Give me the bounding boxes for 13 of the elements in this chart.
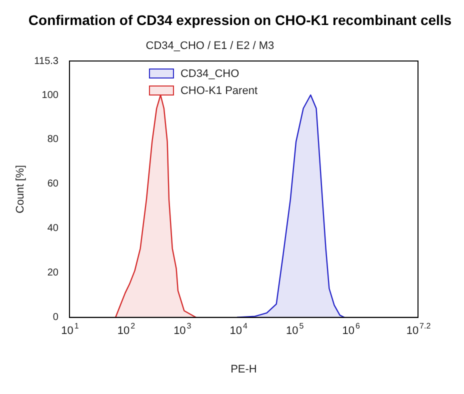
chart-title: Confirmation of CD34 expression on CHO-K1 recombinant cells (27, 11, 453, 28)
y-tick-label: 0 (52, 312, 59, 324)
y-tick-label: 100 (42, 90, 59, 101)
y-tick-label: 60 (47, 178, 59, 190)
legend-label: CHO-K1 Parent (180, 85, 258, 98)
y-tick-label: 80 (47, 134, 59, 146)
x-axis-title: PE-H (230, 363, 257, 376)
y-tick-label: 40 (47, 223, 59, 234)
y-tick-label: 20 (47, 268, 59, 279)
chart-subtitle: CD34_CHO / E1 / E2 / M3 (144, 40, 276, 52)
y-axis-title: Count [%] (14, 165, 27, 214)
y-tick-label: 115.3 (34, 56, 59, 67)
legend-label: CD34_CHO (180, 68, 240, 80)
